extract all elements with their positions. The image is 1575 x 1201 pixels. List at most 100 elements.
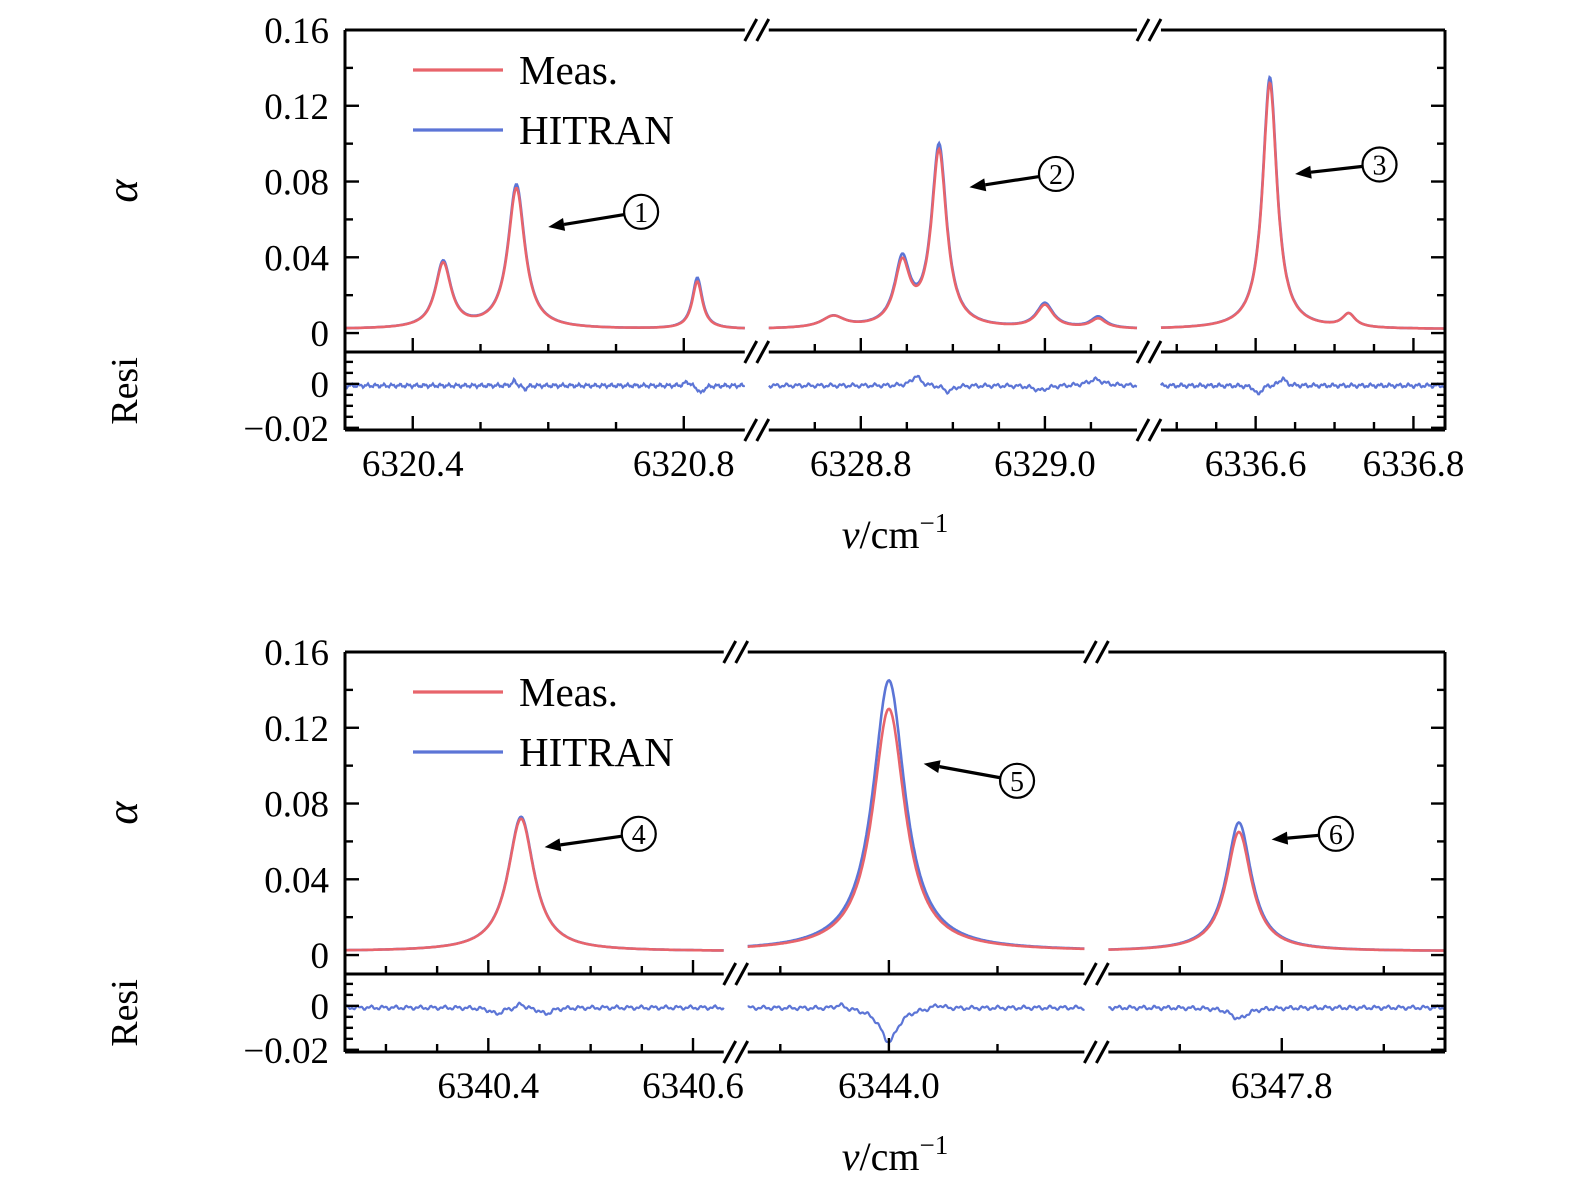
axis-break-mark bbox=[722, 962, 738, 986]
axis-break-mark bbox=[1147, 340, 1163, 364]
xtick-label: 6344.0 bbox=[838, 1066, 940, 1107]
xtick-label: 6340.4 bbox=[437, 1066, 539, 1107]
legend-label-meas: Meas. bbox=[519, 47, 618, 93]
xaxis-label: ν/cm−1 bbox=[842, 1130, 948, 1179]
axis-break-mark bbox=[722, 640, 738, 664]
axis-break-mark bbox=[1095, 640, 1110, 664]
annotation-arrow-1 bbox=[563, 212, 625, 226]
residual-line-seg1 bbox=[747, 1002, 1086, 1044]
axis-break-mark bbox=[743, 340, 759, 364]
legend-label-meas: Meas. bbox=[519, 669, 618, 715]
axis-break-mark bbox=[722, 1040, 738, 1064]
main-ylabel: α bbox=[98, 179, 147, 203]
legend-label-hitran: HITRAN bbox=[519, 729, 674, 775]
axis-break-mark bbox=[1147, 18, 1163, 42]
annotation-number-3: 3 bbox=[1373, 150, 1387, 181]
axis-break-mark bbox=[743, 18, 759, 42]
xtick-label: 6320.4 bbox=[362, 444, 464, 485]
annotation-circle-3 bbox=[1361, 146, 1398, 183]
xtick-label: 6328.8 bbox=[810, 444, 912, 485]
hitran-line-seg1 bbox=[768, 140, 1138, 330]
axis-break-mark bbox=[1135, 340, 1151, 364]
meas-line-seg1 bbox=[768, 146, 1137, 330]
residual-line-seg0 bbox=[344, 376, 746, 395]
annotation-arrowhead-2 bbox=[969, 178, 987, 192]
axis-break-mark bbox=[1135, 18, 1151, 42]
resi-ytick-label: −0.02 bbox=[243, 1031, 329, 1072]
meas-line-seg0 bbox=[345, 187, 745, 330]
ytick-label: 0.16 bbox=[264, 11, 329, 52]
annotation-arrow-6 bbox=[1287, 833, 1320, 840]
meas-line-seg2 bbox=[1161, 80, 1445, 330]
axis-break-mark bbox=[1083, 640, 1098, 664]
residual-line-seg2 bbox=[1107, 1004, 1446, 1021]
resi-ytick-label: −0.02 bbox=[243, 409, 329, 450]
annotation-arrow-3 bbox=[1310, 164, 1363, 174]
residual-line-seg0 bbox=[344, 1001, 725, 1016]
annotation-number-5: 5 bbox=[1010, 767, 1024, 798]
annotation-arrowhead-4 bbox=[544, 838, 562, 852]
axis-break-mark bbox=[1147, 418, 1163, 442]
axis-break-mark bbox=[1083, 1040, 1098, 1064]
annotation-circle-1 bbox=[622, 193, 660, 230]
annotation-arrow-4 bbox=[560, 834, 623, 847]
meas-line-seg0 bbox=[345, 817, 724, 952]
axis-break-mark bbox=[1095, 962, 1110, 986]
annotation-circle-6 bbox=[1317, 815, 1354, 852]
main-ylabel: α bbox=[98, 801, 147, 825]
axis-break-mark bbox=[755, 340, 771, 364]
hitran-line-seg0 bbox=[345, 815, 724, 952]
meas-line-seg2 bbox=[1108, 830, 1445, 952]
axis-break-mark bbox=[734, 1040, 750, 1064]
hitran-line-seg1 bbox=[747, 678, 1085, 950]
axis-break-mark bbox=[755, 18, 771, 42]
ytick-label: 0 bbox=[311, 314, 330, 355]
ytick-label: 0 bbox=[311, 936, 330, 977]
xtick-label: 6347.8 bbox=[1231, 1066, 1333, 1107]
annotation-circle-2 bbox=[1037, 155, 1075, 193]
annotation-arrowhead-3 bbox=[1295, 165, 1312, 179]
ytick-label: 0.04 bbox=[264, 238, 329, 279]
resi-ytick-label: 0 bbox=[311, 365, 330, 406]
annotation-arrowhead-6 bbox=[1271, 831, 1289, 845]
annotation-number-4: 4 bbox=[632, 820, 646, 851]
legend-label-hitran: HITRAN bbox=[519, 107, 674, 153]
xtick-label: 6336.8 bbox=[1363, 444, 1465, 485]
resi-ylabel: Resi bbox=[104, 979, 146, 1047]
ytick-label: 0.12 bbox=[264, 87, 329, 128]
axis-break-mark bbox=[755, 418, 771, 442]
resi-ylabel: Resi bbox=[104, 357, 146, 425]
xtick-label: 6336.6 bbox=[1205, 444, 1307, 485]
annotation-number-6: 6 bbox=[1329, 820, 1343, 851]
hitran-line-seg2 bbox=[1108, 821, 1445, 952]
xtick-label: 6329.0 bbox=[994, 444, 1096, 485]
axis-break-mark bbox=[1083, 962, 1098, 986]
xtick-label: 6340.6 bbox=[642, 1066, 744, 1107]
axis-break-mark bbox=[734, 640, 750, 664]
annotation-circle-4 bbox=[620, 815, 657, 852]
resi-ytick-label: 0 bbox=[311, 987, 330, 1028]
annotation-arrowhead-5 bbox=[923, 760, 941, 774]
hitran-line-seg2 bbox=[1160, 75, 1445, 330]
hitran-line-seg0 bbox=[345, 183, 745, 330]
axis-break-mark bbox=[1095, 1040, 1110, 1064]
annotation-number-1: 1 bbox=[634, 198, 648, 229]
ytick-label: 0.08 bbox=[264, 163, 329, 204]
annotation-arrow-5 bbox=[939, 765, 1001, 780]
residual-line-seg1 bbox=[768, 374, 1138, 395]
xtick-label: 6320.8 bbox=[633, 444, 735, 485]
axis-break-mark bbox=[743, 418, 759, 442]
residual-line-seg2 bbox=[1160, 376, 1446, 396]
ytick-label: 0.04 bbox=[264, 860, 329, 901]
axis-break-mark bbox=[734, 962, 750, 986]
ytick-label: 0.08 bbox=[264, 785, 329, 826]
annotation-number-2: 2 bbox=[1049, 160, 1063, 191]
ytick-label: 0.12 bbox=[264, 709, 329, 750]
annotation-arrowhead-1 bbox=[548, 217, 566, 231]
meas-line-seg1 bbox=[747, 707, 1085, 951]
annotation-circle-5 bbox=[998, 762, 1036, 799]
